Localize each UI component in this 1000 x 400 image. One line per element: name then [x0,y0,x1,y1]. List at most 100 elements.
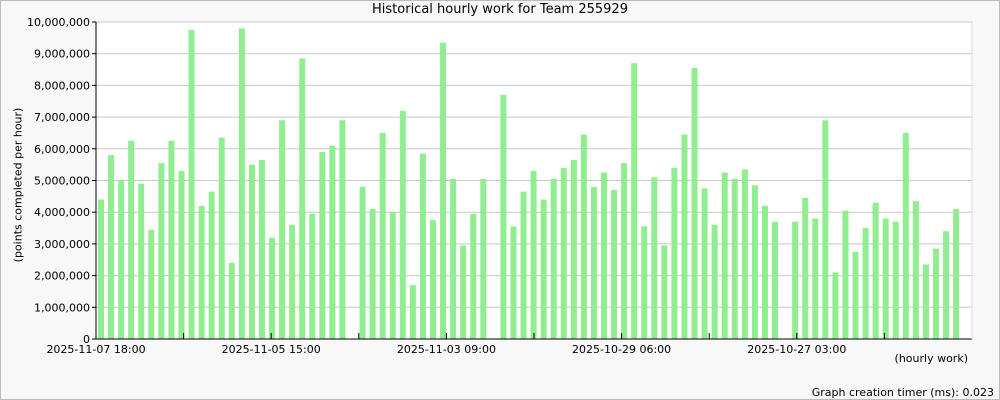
bar [721,172,728,339]
bar [460,245,467,339]
bar [892,221,899,339]
bar [872,202,879,339]
bar [299,58,306,340]
bar [399,110,406,339]
bar [912,201,919,339]
bar [389,212,396,339]
bar [802,197,809,339]
bar [681,134,688,339]
bar [359,186,366,339]
x-tick-label: 2025-10-27 03:00 [747,343,846,356]
bar [731,178,738,339]
bar [409,285,416,339]
bar [450,178,457,339]
bar [530,170,537,339]
bar [691,67,698,339]
bar [248,164,255,339]
bar [943,231,950,339]
bar [178,170,185,339]
bar [711,224,718,339]
bar [309,213,316,339]
x-tick-label: 2025-11-03 09:00 [397,343,496,356]
bar [108,155,115,339]
y-tick-label: 10,000,000 [27,16,90,29]
bar [289,224,296,339]
bar [258,159,265,339]
chart-title: Historical hourly work for Team 255929 [372,2,628,17]
y-tick-label: 6,000,000 [34,143,90,156]
bar [792,221,799,339]
bar [339,120,346,340]
bar [812,218,819,339]
bar [621,163,628,339]
bar [741,169,748,339]
bar [590,186,597,339]
bar [540,199,547,339]
bar [279,120,286,340]
x-tick-label: 2025-11-05 15:00 [222,343,321,356]
bar [922,264,929,339]
bar [379,132,386,339]
bar [611,190,618,339]
graph-timer: Graph creation timer (ms): 0.023 [811,386,994,399]
bar [862,228,869,339]
bar [842,210,849,339]
bar [560,167,567,339]
bar [580,134,587,339]
bar [480,178,487,339]
bar [601,172,607,339]
bar [651,177,658,339]
bar [269,237,276,339]
bar [570,159,577,339]
bar [641,226,648,339]
bar [751,185,758,339]
bar [228,262,235,339]
bar [701,188,708,339]
bar [118,180,125,339]
bar [329,145,336,339]
bar [419,153,426,339]
bar [953,209,960,339]
bar [238,28,245,340]
bar [138,183,145,339]
bar [128,140,135,339]
bar [822,120,829,340]
bar [148,229,155,339]
bar [520,191,527,339]
x-tick-label: 2025-11-07 18:00 [46,343,145,356]
bar [510,226,517,339]
bar [772,221,779,339]
y-tick-label: 3,000,000 [34,238,90,251]
bar [631,63,638,340]
bar [440,42,447,339]
bar [671,167,678,339]
x-axis-label: (hourly work) [894,352,968,365]
bar [188,29,195,340]
y-tick-label: 1,000,000 [34,301,90,314]
y-tick-label: 7,000,000 [34,111,90,124]
bar [832,272,839,339]
y-tick-label: 0 [83,333,90,346]
y-tick-label: 9,000,000 [34,48,90,61]
bar [882,218,889,339]
bar [319,151,326,339]
bar [168,140,175,339]
bar [500,94,507,339]
y-tick-label: 8,000,000 [34,79,90,92]
bar [661,245,668,339]
y-tick-label: 4,000,000 [34,206,90,219]
bar [761,205,768,339]
x-tick-label: 2025-10-29 06:00 [572,343,671,356]
bar [208,191,215,339]
bar [369,209,376,339]
bar [429,220,436,339]
bar [932,248,939,339]
y-tick-label: 2,000,000 [34,270,90,283]
bar [852,251,859,339]
bar [198,205,205,339]
bar [218,137,225,339]
y-tick-label: 5,000,000 [34,175,90,188]
bar [470,213,477,339]
bar [158,163,165,339]
